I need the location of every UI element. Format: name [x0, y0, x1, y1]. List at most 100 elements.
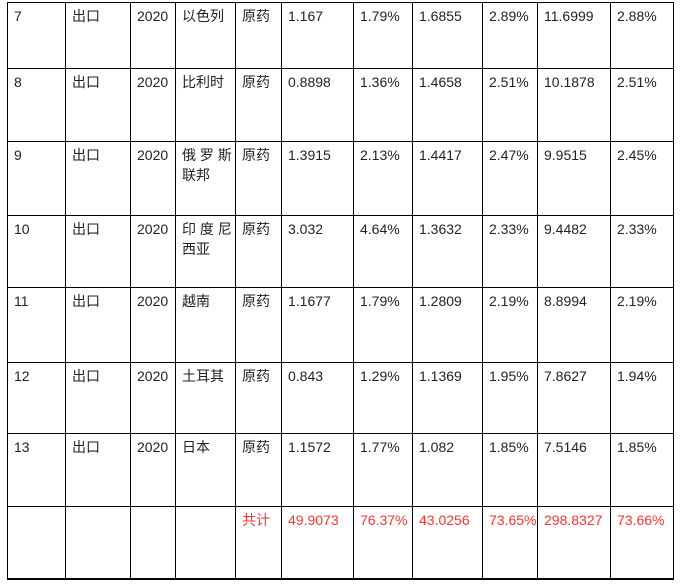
cell-year[interactable]: 2020: [130, 141, 176, 216]
table-row: 13 出口 2020 日本 原药 1.1572 1.77% 1.082 1.85% 7.5146 1…: [7, 433, 674, 507]
cell-share-1[interactable]: 1.77%: [353, 433, 413, 507]
cell-product[interactable]: 原药: [235, 287, 282, 363]
cell-share-2[interactable]: 2.89%: [482, 2, 538, 69]
cell-value-1[interactable]: 49.9073: [281, 506, 354, 579]
cell-share-3[interactable]: 2.88%: [610, 2, 674, 69]
cell-value-3[interactable]: 298.8327: [537, 506, 611, 579]
cell-row-number[interactable]: 8: [7, 68, 66, 142]
cell-value-2[interactable]: 1.082: [412, 433, 483, 507]
cell-value-2[interactable]: 1.3632: [412, 215, 483, 288]
export-data-table: 7 出口 2020 以色列 原药 1.167 1.79% 1.6855 2.89% 11.6999…: [7, 2, 674, 580]
cell-row-number[interactable]: 13: [7, 433, 66, 507]
cell-value-1[interactable]: 1.1677: [281, 287, 354, 363]
cell-share-1[interactable]: 2.13%: [353, 141, 413, 216]
cell-share-2[interactable]: 73.65%: [482, 506, 538, 579]
cell-direction[interactable]: 出口: [65, 362, 131, 434]
cell-value-1[interactable]: 0.843: [281, 362, 354, 434]
cell-share-2[interactable]: 2.19%: [482, 287, 538, 363]
cell-country[interactable]: 俄 罗 斯联邦: [175, 141, 236, 216]
cell-country[interactable]: [175, 506, 236, 579]
cell-share-1[interactable]: 1.36%: [353, 68, 413, 142]
cell-direction[interactable]: 出口: [65, 68, 131, 142]
cell-product[interactable]: 原药: [235, 433, 282, 507]
cell-country[interactable]: 土耳其: [175, 362, 236, 434]
cell-share-2[interactable]: 2.47%: [482, 141, 538, 216]
cell-product[interactable]: 原药: [235, 2, 282, 69]
cell-value-3[interactable]: 10.1878: [537, 68, 611, 142]
cell-year[interactable]: 2020: [130, 433, 176, 507]
cell-year[interactable]: [130, 506, 176, 579]
cell-text-line: 土耳其: [182, 368, 224, 384]
cell-value-3[interactable]: 8.8994: [537, 287, 611, 363]
cell-direction[interactable]: 出口: [65, 141, 131, 216]
cell-share-1[interactable]: 1.79%: [353, 287, 413, 363]
cell-row-number[interactable]: 9: [7, 141, 66, 216]
cell-value-2[interactable]: 1.4658: [412, 68, 483, 142]
cell-text-line: 俄 罗 斯: [182, 147, 232, 163]
cell-value-1[interactable]: 1.3915: [281, 141, 354, 216]
cell-row-number[interactable]: 10: [7, 215, 66, 288]
cell-product[interactable]: 原药: [235, 362, 282, 434]
cell-share-3[interactable]: 2.33%: [610, 215, 674, 288]
cell-product[interactable]: 原药: [235, 68, 282, 142]
cell-share-3[interactable]: 2.45%: [610, 141, 674, 216]
cell-total-label[interactable]: 共计: [235, 506, 282, 579]
cell-value-2[interactable]: 1.6855: [412, 2, 483, 69]
cell-value-3[interactable]: 9.9515: [537, 141, 611, 216]
cell-row-number[interactable]: 11: [7, 287, 66, 363]
cell-direction[interactable]: 出口: [65, 287, 131, 363]
cell-row-number[interactable]: [7, 506, 66, 579]
cell-country[interactable]: 印 度 尼西亚: [175, 215, 236, 288]
cell-country[interactable]: 日本: [175, 433, 236, 507]
cell-text-line: 以色列: [182, 8, 224, 24]
cell-share-3[interactable]: 1.85%: [610, 433, 674, 507]
cell-direction[interactable]: 出口: [65, 215, 131, 288]
cell-share-2[interactable]: 1.95%: [482, 362, 538, 434]
cell-row-number[interactable]: 7: [7, 2, 66, 69]
cell-share-3[interactable]: 1.94%: [610, 362, 674, 434]
cell-value-1[interactable]: 0.8898: [281, 68, 354, 142]
cell-value-3[interactable]: 9.4482: [537, 215, 611, 288]
table-row: 8 出口 2020 比利时 原药 0.8898 1.36% 1.4658 2.51% 10.187…: [7, 68, 674, 142]
cell-value-3[interactable]: 11.6999: [537, 2, 611, 69]
table-row: 9 出口 2020 俄 罗 斯联邦 原药 1.3915 2.13% 1.4417 2.47% 9.…: [7, 141, 674, 216]
table-row: 11 出口 2020 越南 原药 1.1677 1.79% 1.2809 2.19% 8.8994…: [7, 287, 674, 363]
cell-share-2[interactable]: 2.33%: [482, 215, 538, 288]
cell-year[interactable]: 2020: [130, 68, 176, 142]
cell-value-3[interactable]: 7.8627: [537, 362, 611, 434]
cell-share-2[interactable]: 2.51%: [482, 68, 538, 142]
cell-value-1[interactable]: 1.1572: [281, 433, 354, 507]
table-row: 12 出口 2020 土耳其 原药 0.843 1.29% 1.1369 1.95% 7.8627…: [7, 362, 674, 434]
cell-year[interactable]: 2020: [130, 362, 176, 434]
cell-value-3[interactable]: 7.5146: [537, 433, 611, 507]
cell-value-2[interactable]: 1.4417: [412, 141, 483, 216]
cell-product[interactable]: 原药: [235, 215, 282, 288]
cell-country[interactable]: 以色列: [175, 2, 236, 69]
cell-value-1[interactable]: 1.167: [281, 2, 354, 69]
cell-row-number[interactable]: 12: [7, 362, 66, 434]
cell-direction[interactable]: 出口: [65, 2, 131, 69]
cell-text-line: 联邦: [182, 166, 210, 183]
cell-share-3[interactable]: 2.19%: [610, 287, 674, 363]
cell-direction[interactable]: 出口: [65, 433, 131, 507]
cell-product[interactable]: 原药: [235, 141, 282, 216]
cell-share-1[interactable]: 1.29%: [353, 362, 413, 434]
cell-value-2[interactable]: 1.2809: [412, 287, 483, 363]
table-row: 7 出口 2020 以色列 原药 1.167 1.79% 1.6855 2.89% 11.6999…: [7, 2, 674, 69]
cell-share-1[interactable]: 1.79%: [353, 2, 413, 69]
cell-share-2[interactable]: 1.85%: [482, 433, 538, 507]
cell-year[interactable]: 2020: [130, 2, 176, 69]
cell-country[interactable]: 越南: [175, 287, 236, 363]
cell-direction[interactable]: [65, 506, 131, 579]
cell-year[interactable]: 2020: [130, 287, 176, 363]
cell-country[interactable]: 比利时: [175, 68, 236, 142]
cell-share-1[interactable]: 76.37%: [353, 506, 413, 579]
cell-value-2[interactable]: 1.1369: [412, 362, 483, 434]
cell-value-1[interactable]: 3.032: [281, 215, 354, 288]
cell-share-3[interactable]: 73.66%: [610, 506, 674, 579]
cell-value-2[interactable]: 43.0256: [412, 506, 483, 579]
cell-share-3[interactable]: 2.51%: [610, 68, 674, 142]
cell-share-1[interactable]: 4.64%: [353, 215, 413, 288]
cell-year[interactable]: 2020: [130, 215, 176, 288]
